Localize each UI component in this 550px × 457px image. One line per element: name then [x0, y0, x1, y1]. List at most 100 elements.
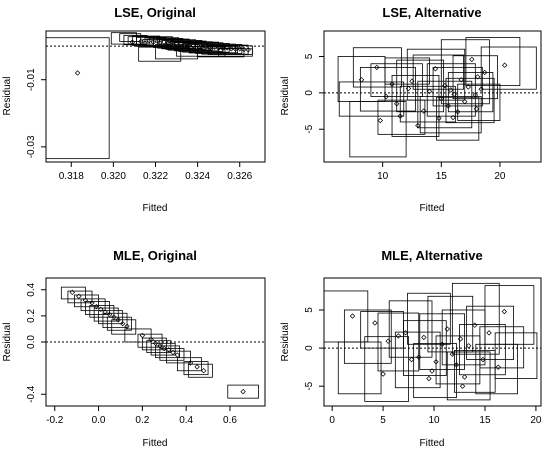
- interval-box: [324, 290, 369, 343]
- interval-box: [46, 37, 110, 160]
- data-point: [165, 40, 171, 47]
- y-tick-label: 5: [304, 53, 315, 59]
- x-tick-label: 10: [377, 171, 389, 182]
- interval-box: [111, 319, 137, 335]
- data-point: [190, 43, 197, 49]
- data-point: [111, 314, 117, 320]
- interval-box: [454, 349, 496, 393]
- data-point: [473, 106, 480, 112]
- data-point: [124, 323, 130, 330]
- x-tick-label: 0.2: [135, 415, 149, 426]
- interval-box: [441, 309, 486, 366]
- data-point: [199, 44, 205, 50]
- x-axis-label: Fitted: [419, 438, 444, 449]
- data-point: [102, 309, 108, 315]
- interval-box: [406, 48, 466, 101]
- interval-box: [394, 331, 441, 389]
- data-point: [416, 354, 422, 360]
- data-point: [472, 92, 479, 98]
- data-point: [374, 64, 380, 71]
- interval-box: [440, 39, 490, 105]
- interval-box: [337, 56, 386, 102]
- data-point: [106, 311, 113, 318]
- data-point: [150, 39, 157, 45]
- interval-box: [102, 312, 128, 329]
- interval-box: [446, 351, 491, 401]
- data-point: [187, 360, 194, 366]
- interval-box: [364, 336, 409, 402]
- interval-box: [123, 34, 148, 46]
- interval-box: [155, 345, 180, 359]
- data-point: [146, 38, 152, 44]
- x-tick-label: 20: [494, 171, 506, 182]
- data-point: [69, 289, 75, 296]
- data-point: [93, 304, 100, 310]
- data-point: [139, 332, 146, 339]
- data-point: [211, 44, 218, 50]
- interval-box: [484, 285, 535, 345]
- plot-area: [324, 37, 541, 158]
- data-point: [438, 95, 444, 102]
- y-axis-label: Residual: [2, 323, 13, 362]
- interval-box: [106, 316, 132, 331]
- data-point: [450, 114, 456, 121]
- data-point: [432, 66, 439, 72]
- data-point: [161, 345, 167, 352]
- data-point: [152, 340, 159, 347]
- data-point: [436, 115, 442, 122]
- panel-1: LSE, Original Fitted Residual 0.318 0.320 0.3…: [2, 5, 266, 214]
- interval-box: [89, 305, 115, 318]
- data-point: [165, 347, 172, 353]
- data-point: [439, 341, 445, 347]
- y-tick-label: 0.0: [26, 335, 37, 349]
- data-point: [76, 293, 82, 299]
- data-point: [486, 330, 492, 336]
- data-point: [138, 38, 144, 45]
- interval-box: [93, 307, 119, 322]
- y-tick-label: -0.4: [26, 385, 37, 403]
- data-point: [237, 46, 243, 52]
- interval-box: [417, 80, 473, 129]
- x-tick-label: 10: [428, 415, 440, 426]
- interval-box: [413, 343, 457, 399]
- interval-box: [183, 361, 209, 376]
- data-point: [474, 74, 481, 80]
- x-tick-label: 20: [530, 415, 542, 426]
- plot-area: [46, 286, 265, 399]
- data-point: [442, 82, 448, 89]
- interval-box: [452, 55, 499, 100]
- panel-4: MLE, Alternative Fitted Residual 0 5 10 15 20 -5…: [280, 248, 542, 449]
- data-point: [465, 343, 472, 349]
- interval-box: [138, 46, 182, 62]
- data-point: [429, 368, 435, 374]
- panel-title: LSE, Original: [114, 5, 196, 20]
- x-tick-label: 15: [436, 171, 448, 182]
- data-point: [469, 56, 475, 63]
- data-point: [444, 326, 450, 332]
- y-tick-label: 0: [304, 90, 315, 96]
- interval-box: [377, 99, 426, 135]
- data-point: [169, 39, 176, 46]
- x-axis-label: Fitted: [142, 203, 167, 214]
- interval-box: [494, 332, 538, 379]
- data-point: [397, 113, 403, 119]
- data-point: [119, 321, 126, 327]
- y-tick-label: 0.4: [26, 282, 37, 296]
- data-point: [372, 320, 378, 326]
- data-point: [415, 122, 421, 129]
- data-point: [173, 41, 180, 47]
- interval-box: [457, 83, 501, 121]
- data-point: [445, 103, 452, 109]
- data-point: [142, 40, 148, 46]
- panel-title: MLE, Original: [113, 248, 197, 263]
- interval-box: [459, 324, 506, 376]
- data-point: [241, 46, 247, 53]
- data-point: [421, 334, 427, 341]
- x-tick-label: 0.320: [101, 171, 126, 182]
- data-point: [82, 297, 89, 303]
- x-tick-label: 0.0: [92, 415, 106, 426]
- data-point: [447, 87, 454, 93]
- interval-box: [60, 286, 86, 300]
- data-point: [245, 47, 251, 53]
